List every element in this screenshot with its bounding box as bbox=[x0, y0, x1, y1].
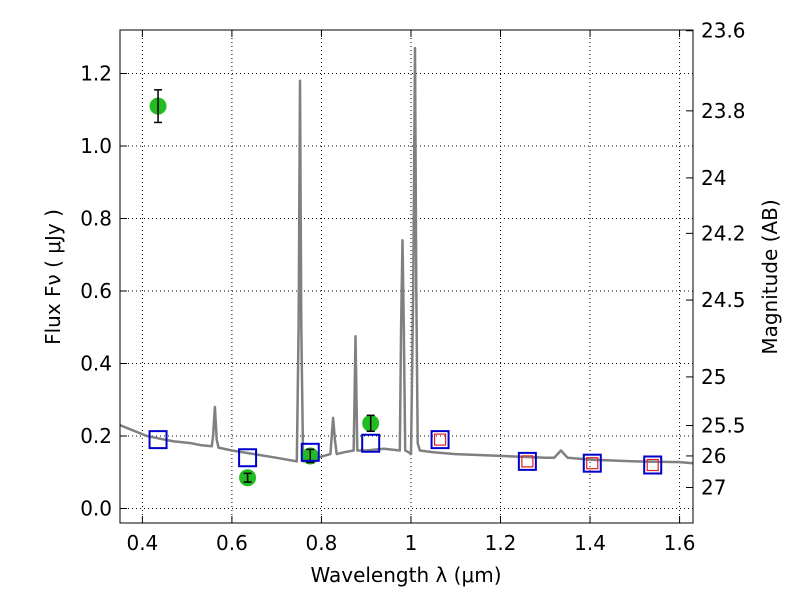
model-photometry-square bbox=[582, 453, 602, 473]
upper-limit-square bbox=[646, 458, 659, 472]
y-tick-label: 0.8 bbox=[80, 207, 112, 231]
y-tick-label: 0.2 bbox=[80, 424, 112, 448]
model-photometry-square bbox=[148, 430, 168, 450]
plot-frame bbox=[119, 29, 694, 524]
right-tick-label: 25 bbox=[701, 365, 726, 389]
right-tick-label: 23.6 bbox=[701, 19, 746, 43]
tick-marks bbox=[120, 30, 693, 523]
model-photometry-square bbox=[643, 455, 663, 475]
y-tick-label: 1.0 bbox=[80, 134, 112, 158]
x-tick-label: 0.4 bbox=[126, 531, 158, 555]
upper-limit-square bbox=[521, 455, 534, 468]
model-photometry-square bbox=[361, 433, 381, 453]
right-tick-label: 26 bbox=[701, 444, 726, 468]
right-tick-label: 23.8 bbox=[701, 99, 746, 123]
right-tick-label: 25.5 bbox=[701, 413, 746, 437]
y-axis-title: Flux Fν ( μJy ) bbox=[41, 209, 65, 345]
x-tick-label: 1.6 bbox=[664, 531, 696, 555]
right-tick-label: 24.5 bbox=[701, 288, 746, 312]
x-axis-title: Wavelength λ (μm) bbox=[310, 563, 501, 587]
model-photometry-square bbox=[238, 448, 258, 468]
plot-background bbox=[120, 30, 693, 523]
tick-labels: 0.4 0.6 0.8 1 1.2 1.4 1.6 0.0 0.2 0.4 0.6 0.8 1.0 1.2… bbox=[80, 19, 745, 555]
right-axis-title: Magnitude (AB) bbox=[758, 199, 782, 354]
model-photometry-square bbox=[517, 451, 537, 471]
model-photometry-square bbox=[300, 442, 320, 462]
y-tick-label: 0.4 bbox=[80, 352, 112, 376]
x-tick-label: 0.8 bbox=[306, 531, 338, 555]
right-tick-label: 24.2 bbox=[701, 221, 746, 245]
model-photometry-square bbox=[430, 430, 450, 450]
x-tick-label: 1.4 bbox=[574, 531, 606, 555]
model-spectrum-line bbox=[119, 46, 694, 465]
upper-limit-square bbox=[586, 457, 599, 470]
x-tick-label: 1 bbox=[405, 531, 418, 555]
model-spectrum-layer bbox=[119, 46, 694, 465]
y-tick-label: 0.0 bbox=[80, 497, 112, 521]
upper-limit-square bbox=[433, 433, 447, 446]
x-tick-label: 1.2 bbox=[485, 531, 517, 555]
right-tick-label: 24 bbox=[701, 166, 726, 190]
markers-layer bbox=[148, 89, 663, 487]
y-tick-label: 1.2 bbox=[80, 62, 112, 86]
right-tick-label: 27 bbox=[701, 475, 726, 499]
y-tick-label: 0.6 bbox=[80, 279, 112, 303]
x-tick-label: 0.6 bbox=[216, 531, 248, 555]
